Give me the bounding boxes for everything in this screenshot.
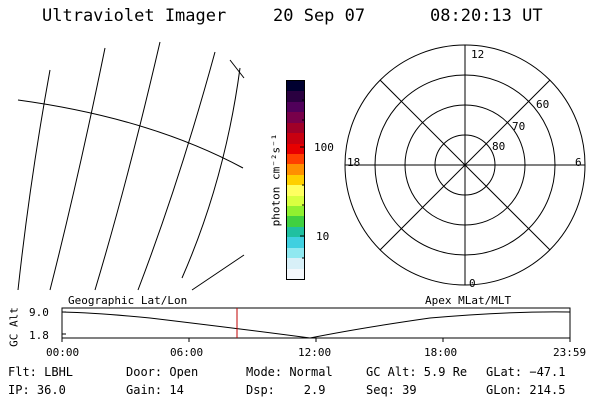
colorbar-band	[287, 206, 304, 217]
gain-info: Gain: 14	[126, 383, 184, 397]
ring-label-60: 60	[536, 98, 550, 111]
gc-alt-info: GC Alt: 5.9 Re	[366, 365, 468, 379]
colorbar-band	[287, 81, 304, 92]
longitude-line	[94, 41, 161, 291]
intensity-colorbar	[286, 80, 305, 280]
colorbar-band	[287, 247, 304, 259]
filter-info: Flt: LBHL	[8, 365, 74, 379]
timeline-y-tick-9: 9.0	[29, 306, 49, 319]
clock-label-0: 0	[469, 277, 476, 290]
ip-info: IP: 36.0	[8, 383, 66, 397]
colorbar-band	[287, 258, 304, 269]
colorbar-band	[287, 185, 304, 196]
colorbar-band	[287, 101, 304, 113]
colorbar-band	[287, 268, 304, 279]
longitude-line	[49, 47, 106, 291]
colorbar-band	[287, 91, 304, 102]
longitude-line	[181, 67, 241, 279]
colorbar-band	[287, 216, 304, 227]
latitude-line	[17, 99, 244, 169]
door-info: Door: Open	[126, 365, 199, 379]
timeline-x-tick-1: 06:00	[170, 346, 204, 359]
longitude-line	[17, 69, 51, 291]
colorbar-band	[287, 143, 304, 154]
glon-info: GLon: 214.5	[486, 383, 566, 397]
latitude-line	[191, 254, 245, 291]
clock-label-12: 12	[471, 48, 485, 61]
timeline-y-tick-1-8: 1.8	[29, 329, 49, 342]
colorbar-band	[287, 122, 304, 134]
colorbar-band	[287, 153, 304, 165]
timeline-right-title: Apex MLat/MLT	[425, 294, 512, 307]
colorbar-band	[287, 112, 304, 123]
polar-diagonal	[379, 79, 551, 251]
longitude-line	[137, 51, 216, 291]
colorbar-band	[287, 195, 304, 207]
clock-label-18: 18	[347, 156, 361, 169]
colorbar-band	[287, 164, 304, 175]
latitude-line	[229, 59, 245, 79]
dsp-info: Dsp: 2.9	[246, 383, 326, 397]
colorbar-band	[287, 174, 304, 186]
seq-info: Seq: 39	[366, 383, 417, 397]
timeline-left-title: Geographic Lat/Lon	[68, 294, 188, 307]
colorbar-band	[287, 226, 304, 238]
mode-info: Mode: Normal	[246, 365, 333, 379]
instrument-title: Ultraviolet Imager	[42, 6, 227, 26]
time-label: 08:20:13 UT	[430, 6, 543, 26]
colorbar-tick-10: 10	[316, 230, 330, 243]
timeline-frame	[61, 307, 571, 339]
date-label: 20 Sep 07	[273, 6, 366, 26]
timeline-x-tick-3: 18:00	[424, 346, 458, 359]
ring-label-80: 80	[492, 140, 506, 153]
colorbar-band	[287, 133, 304, 144]
colorbar-tick-100: 100	[314, 141, 334, 154]
timeline-x-tick-4: 23:59	[553, 346, 587, 359]
ring-label-70: 70	[512, 120, 526, 133]
timeline-x-tick-2: 12:00	[298, 346, 332, 359]
colorbar-band	[287, 237, 304, 248]
altitude-curve	[61, 311, 571, 339]
clock-label-6: 6	[575, 156, 582, 169]
glat-info: GLat: −47.1	[486, 365, 566, 379]
timeline-x-tick-0: 00:00	[46, 346, 80, 359]
